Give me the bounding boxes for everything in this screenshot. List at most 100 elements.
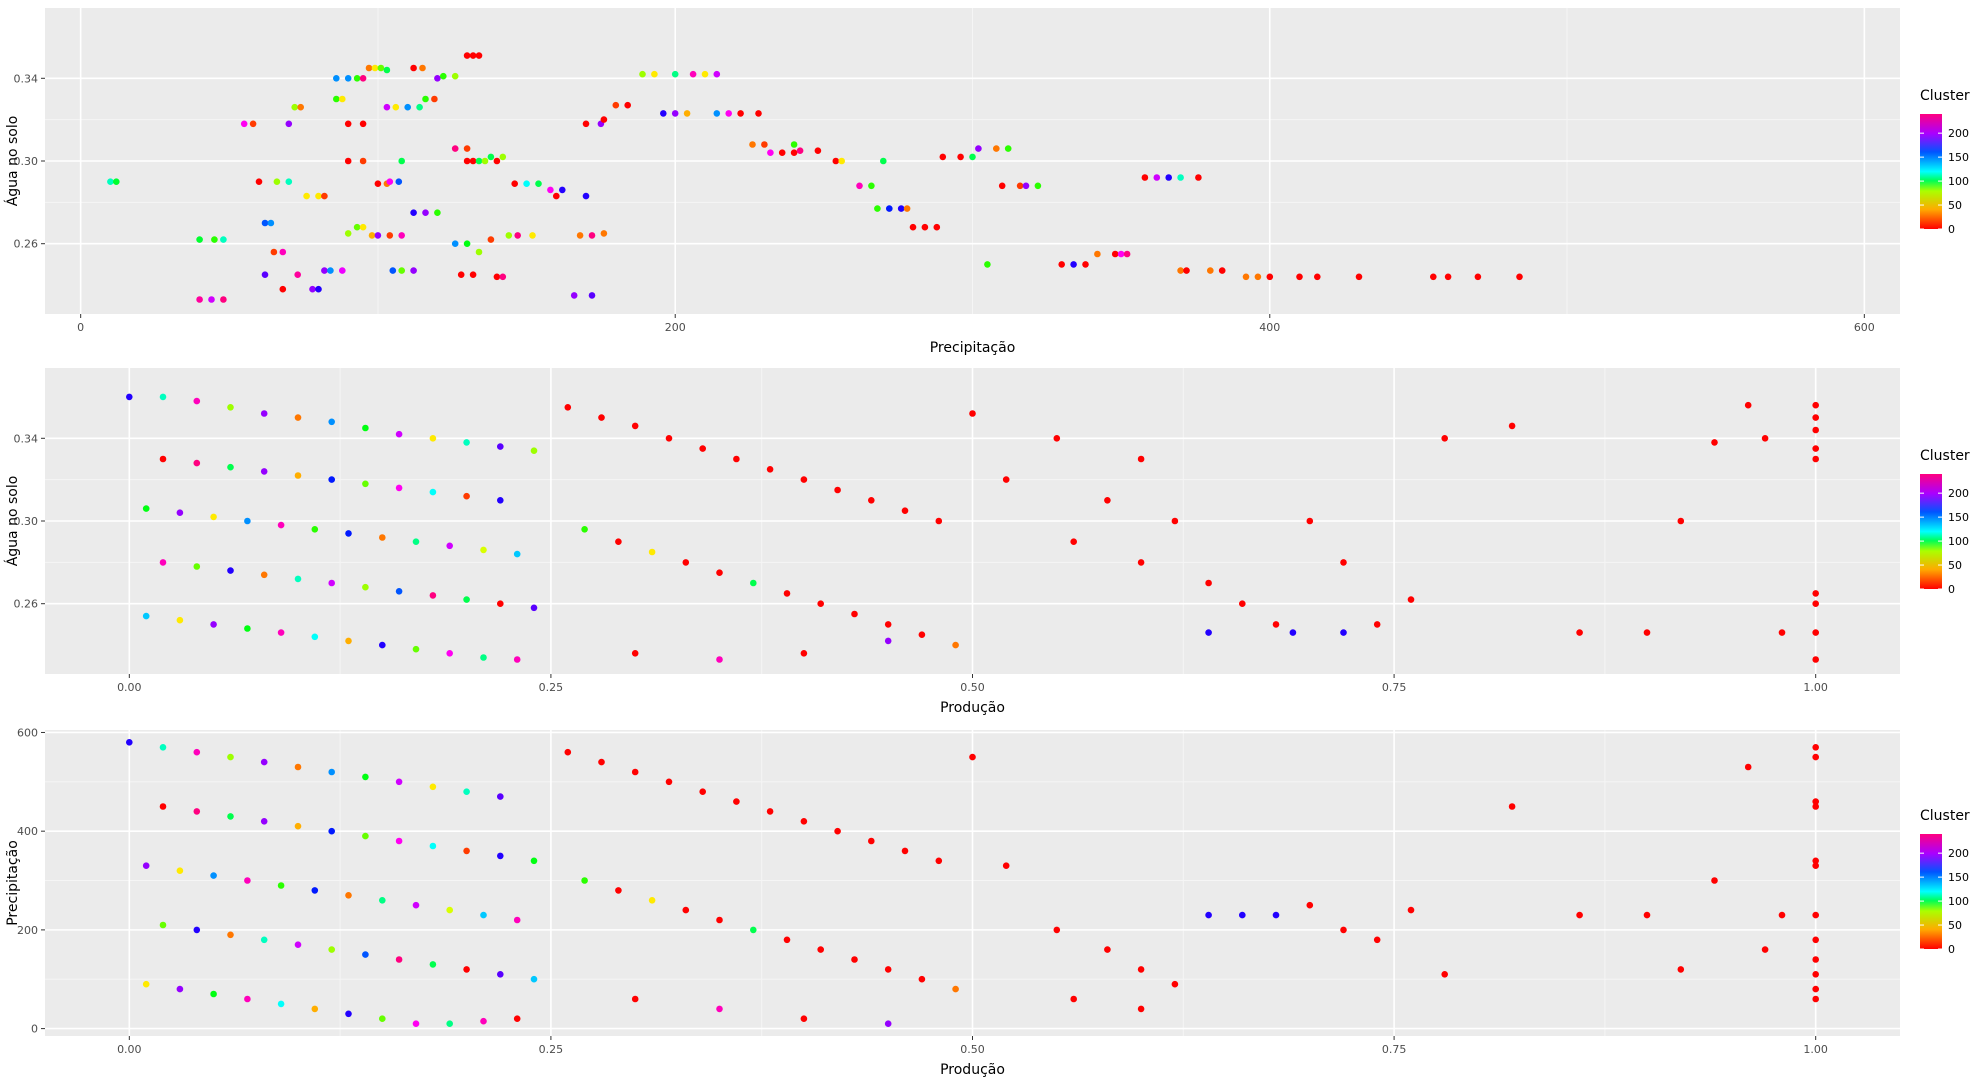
chart-1-y-axis-title: Água no solo xyxy=(4,116,21,207)
chart-2-point xyxy=(260,571,268,579)
chart-1-point xyxy=(374,180,382,187)
chart-2-point xyxy=(1340,559,1347,566)
chart-2-point xyxy=(362,480,369,488)
chart-1-point xyxy=(220,236,227,243)
chart-2-x-tick-label: 0.25 xyxy=(539,681,564,694)
chart-3-point xyxy=(1205,911,1212,919)
chart-2-point xyxy=(969,410,976,417)
chart-1-point xyxy=(998,182,1006,190)
chart-1-point xyxy=(457,271,465,279)
chart-1-point xyxy=(903,205,911,212)
chart-2-point xyxy=(429,435,437,442)
chart-2-point xyxy=(412,645,420,653)
chart-2-point xyxy=(716,656,723,663)
chart-1-point xyxy=(570,292,578,299)
chart-1-point xyxy=(410,64,417,72)
chart-1-point xyxy=(291,103,299,111)
chart-1-legend-tick-label: 50 xyxy=(1948,199,1962,212)
chart-2-point xyxy=(1812,455,1819,463)
chart-1-point xyxy=(107,178,114,185)
chart-1-point xyxy=(249,120,257,128)
chart-3-legend-tick-label: 150 xyxy=(1948,871,1969,884)
chart-2-point xyxy=(463,596,470,603)
chart-2-point xyxy=(311,633,319,641)
chart-1-point xyxy=(582,120,590,128)
chart-3-legend-tick-label: 0 xyxy=(1948,943,1955,956)
chart-3-point xyxy=(193,926,201,934)
chart-3-point xyxy=(513,916,521,924)
chart-2-point xyxy=(1812,445,1819,452)
chart-2-point xyxy=(699,445,706,452)
chart-1-point xyxy=(1242,273,1250,281)
chart-2-point xyxy=(665,435,673,442)
chart-2-point xyxy=(1205,579,1212,587)
chart-2-legend-tick-label: 150 xyxy=(1948,511,1969,524)
chart-1-point xyxy=(755,110,762,117)
chart-1-point xyxy=(689,70,697,78)
chart-1-point xyxy=(660,110,667,117)
chart-2-point xyxy=(159,559,167,566)
chart-1-point xyxy=(395,178,403,185)
chart-2-point xyxy=(379,534,386,541)
chart-1-point xyxy=(1183,267,1190,274)
chart-1-y-tick-label: 0.34 xyxy=(14,72,39,85)
chart-1-point xyxy=(1516,273,1523,281)
chart-1-point xyxy=(505,232,513,239)
chart-2: 0.00 0.25 0.50 0.75 1.00 0.26 0.30 0.34 Produção… xyxy=(4,368,1970,716)
chart-3-point xyxy=(345,892,352,899)
chart-3-point xyxy=(1306,901,1314,909)
chart-2-point xyxy=(328,476,336,483)
chart-1-point xyxy=(1094,250,1101,258)
chart-2-point xyxy=(564,404,572,411)
chart-1-point xyxy=(1165,174,1172,181)
chart-3-point xyxy=(210,872,217,879)
chart-1-point xyxy=(463,145,471,152)
chart-1-point xyxy=(422,209,429,216)
chart-3-point xyxy=(362,951,369,958)
chart-2-point xyxy=(1677,517,1685,525)
chart-2-point xyxy=(1812,656,1819,663)
chart-2-point xyxy=(1812,426,1819,434)
chart-3-point xyxy=(783,936,791,944)
chart-3-point xyxy=(1812,971,1819,978)
chart-1-point xyxy=(1034,182,1042,190)
chart-1-point xyxy=(359,75,367,82)
chart-2-point xyxy=(395,588,403,595)
chart-1-legend-tick-label: 150 xyxy=(1948,151,1969,164)
chart-2-point xyxy=(395,484,403,492)
chart-2-point xyxy=(631,422,639,430)
chart-1-y-tick-label: 0.30 xyxy=(14,155,39,168)
chart-1-point xyxy=(398,267,406,274)
chart-2-point xyxy=(884,621,892,628)
chart-3-point xyxy=(918,975,926,983)
chart-3-point xyxy=(699,788,706,795)
chart-3-point xyxy=(884,966,892,973)
chart-2-point xyxy=(362,424,369,432)
chart-2-point xyxy=(1812,401,1819,409)
chart-1-point xyxy=(383,66,391,74)
chart-3-point xyxy=(294,822,302,830)
chart-1-point xyxy=(463,240,471,247)
chart-1-point xyxy=(344,230,352,237)
chart-1-point xyxy=(737,110,744,117)
chart-3-point xyxy=(260,758,268,766)
chart-2-point xyxy=(884,637,892,645)
chart-2-point xyxy=(294,414,302,421)
chart-2-point xyxy=(244,517,251,525)
chart-2-point xyxy=(834,486,841,494)
chart-2-point xyxy=(429,592,437,599)
chart-1-point xyxy=(1177,174,1184,181)
chart-1-point xyxy=(523,180,530,187)
chart-3-point xyxy=(429,842,437,850)
chart-2-point xyxy=(1171,517,1179,525)
chart-3-point xyxy=(868,837,875,845)
chart-2-point xyxy=(1137,559,1145,566)
chart-1-point xyxy=(499,273,507,281)
chart-1: 0 200 400 600 0.26 0.30 0.34 Precipitação Água n… xyxy=(4,8,1970,356)
chart-1-point xyxy=(868,182,875,190)
chart-1-point xyxy=(576,232,584,239)
chart-1-point xyxy=(1123,250,1131,258)
chart-1-point xyxy=(535,180,542,187)
chart-2-point xyxy=(1441,435,1448,442)
chart-1-points xyxy=(107,52,1523,303)
